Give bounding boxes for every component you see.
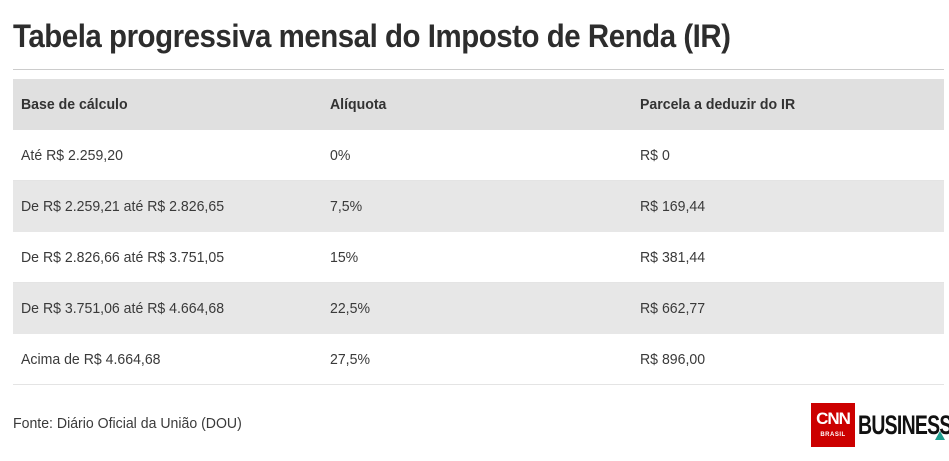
cell-parcela: R$ 381,44 xyxy=(640,249,706,266)
tax-table: Base de cálculo Alíquota Parcela a deduz… xyxy=(13,79,944,385)
header-aliquota: Alíquota xyxy=(330,96,387,113)
table-row: Acima de R$ 4.664,68 27,5% R$ 896,00 xyxy=(13,334,944,385)
cell-base: Até R$ 2.259,20 xyxy=(21,147,123,164)
table-row: De R$ 2.826,66 até R$ 3.751,05 15% R$ 38… xyxy=(13,232,944,283)
cell-base: De R$ 2.259,21 até R$ 2.826,65 xyxy=(21,198,225,215)
cell-base: De R$ 2.826,66 até R$ 3.751,05 xyxy=(21,249,225,266)
cell-parcela: R$ 169,44 xyxy=(640,198,706,215)
header-parcela-deduzir: Parcela a deduzir do IR xyxy=(640,96,796,113)
cnn-brasil-logo-box: CNN BRASIL xyxy=(811,403,855,447)
cnn-business-logo: CNN BRASIL BUSINESS xyxy=(811,403,949,447)
cell-aliquota: 15% xyxy=(330,249,359,266)
cell-parcela: R$ 662,77 xyxy=(640,300,706,317)
table-header-row: Base de cálculo Alíquota Parcela a deduz… xyxy=(13,79,944,130)
cell-base: De R$ 3.751,06 até R$ 4.664,68 xyxy=(21,300,225,317)
cell-base: Acima de R$ 4.664,68 xyxy=(21,351,161,368)
cnn-brasil-label: BRASIL xyxy=(820,432,846,438)
source-note: Fonte: Diário Oficial da União (DOU) xyxy=(13,415,242,432)
cell-aliquota: 0% xyxy=(330,147,351,164)
table-row: Até R$ 2.259,20 0% R$ 0 xyxy=(13,130,944,181)
cell-parcela: R$ 896,00 xyxy=(640,351,706,368)
cell-parcela: R$ 0 xyxy=(640,147,670,164)
table-row: De R$ 2.259,21 até R$ 2.826,65 7,5% R$ 1… xyxy=(13,181,944,232)
header-base-calculo: Base de cálculo xyxy=(21,96,128,113)
cell-aliquota: 22,5% xyxy=(330,300,370,317)
table-row: De R$ 3.751,06 até R$ 4.664,68 22,5% R$ … xyxy=(13,283,944,334)
page-title: Tabela progressiva mensal do Imposto de … xyxy=(13,18,731,54)
title-divider xyxy=(13,69,944,70)
cell-aliquota: 27,5% xyxy=(330,351,370,368)
business-wordmark: BUSINESS xyxy=(858,410,949,440)
triangle-accent-icon xyxy=(935,431,945,440)
cell-aliquota: 7,5% xyxy=(330,198,363,215)
cnn-wordmark: CNN xyxy=(816,409,851,428)
